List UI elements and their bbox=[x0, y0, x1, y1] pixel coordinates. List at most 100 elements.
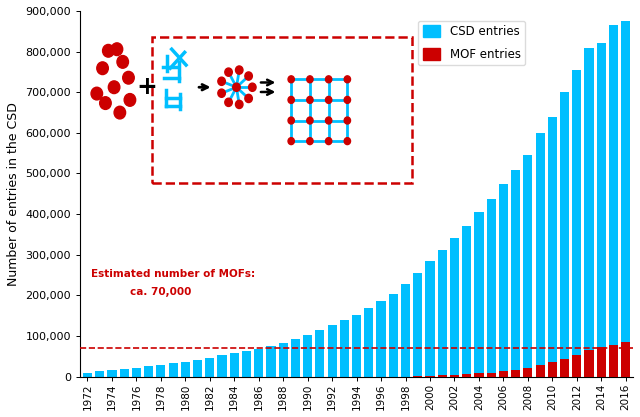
Text: ca. 70,000: ca. 70,000 bbox=[130, 287, 191, 297]
Y-axis label: Number of entries in the CSD: Number of entries in the CSD bbox=[7, 102, 20, 286]
Bar bbox=[462, 226, 471, 377]
Bar bbox=[511, 170, 520, 377]
Circle shape bbox=[117, 55, 129, 68]
Bar bbox=[278, 343, 288, 377]
Bar bbox=[536, 365, 545, 377]
Text: +: + bbox=[137, 75, 157, 99]
Circle shape bbox=[97, 62, 108, 75]
Bar bbox=[426, 376, 435, 377]
Bar bbox=[352, 315, 361, 377]
Bar bbox=[328, 325, 337, 377]
Bar bbox=[438, 250, 447, 377]
Bar bbox=[120, 369, 129, 377]
Circle shape bbox=[218, 89, 225, 97]
Bar bbox=[413, 274, 422, 377]
Bar bbox=[388, 294, 398, 377]
Bar bbox=[596, 43, 606, 377]
Bar bbox=[621, 342, 630, 377]
Circle shape bbox=[307, 96, 313, 103]
Circle shape bbox=[245, 72, 252, 80]
Circle shape bbox=[326, 117, 332, 124]
Bar bbox=[499, 183, 508, 377]
Circle shape bbox=[344, 117, 351, 124]
Circle shape bbox=[233, 83, 240, 91]
Bar bbox=[560, 359, 569, 377]
Bar bbox=[524, 368, 532, 377]
Bar bbox=[548, 117, 557, 377]
Circle shape bbox=[225, 68, 232, 76]
Circle shape bbox=[326, 96, 332, 103]
Bar bbox=[401, 284, 410, 377]
Bar bbox=[462, 374, 471, 377]
Bar bbox=[486, 198, 496, 377]
Bar bbox=[340, 320, 349, 377]
Bar bbox=[168, 363, 178, 377]
Bar bbox=[609, 345, 618, 377]
Bar bbox=[450, 375, 459, 377]
Bar bbox=[548, 362, 557, 377]
Legend: CSD entries, MOF entries: CSD entries, MOF entries bbox=[418, 20, 525, 65]
Bar bbox=[560, 92, 569, 377]
Bar bbox=[144, 367, 153, 377]
Circle shape bbox=[124, 93, 136, 106]
Circle shape bbox=[123, 71, 134, 84]
Bar bbox=[524, 155, 532, 377]
Bar bbox=[596, 347, 606, 377]
Circle shape bbox=[225, 98, 232, 106]
Bar bbox=[95, 371, 104, 377]
Bar bbox=[291, 339, 300, 377]
Circle shape bbox=[114, 106, 125, 119]
Bar bbox=[474, 373, 483, 377]
Bar bbox=[242, 352, 251, 377]
Bar bbox=[83, 372, 92, 377]
Bar bbox=[364, 308, 373, 377]
Circle shape bbox=[344, 138, 351, 145]
Bar bbox=[156, 365, 166, 377]
Circle shape bbox=[307, 138, 313, 145]
Bar bbox=[584, 48, 594, 377]
Bar bbox=[193, 359, 202, 377]
Circle shape bbox=[288, 138, 294, 145]
Circle shape bbox=[111, 43, 123, 55]
Bar bbox=[438, 375, 447, 377]
Circle shape bbox=[102, 45, 114, 57]
Circle shape bbox=[307, 76, 313, 83]
Bar bbox=[205, 357, 214, 377]
Bar bbox=[572, 70, 581, 377]
Text: Estimated number of MOFs:: Estimated number of MOFs: bbox=[92, 269, 255, 279]
Circle shape bbox=[326, 76, 332, 83]
Circle shape bbox=[344, 76, 351, 83]
Circle shape bbox=[108, 81, 120, 93]
Bar bbox=[499, 371, 508, 377]
Bar bbox=[218, 355, 227, 377]
Bar bbox=[376, 301, 386, 377]
Bar bbox=[316, 330, 324, 377]
Circle shape bbox=[218, 77, 225, 85]
Circle shape bbox=[288, 76, 294, 83]
Bar bbox=[254, 349, 263, 377]
Circle shape bbox=[344, 96, 351, 103]
Circle shape bbox=[100, 97, 111, 109]
Bar bbox=[536, 133, 545, 377]
Bar bbox=[486, 372, 496, 377]
Bar bbox=[621, 21, 630, 377]
Circle shape bbox=[288, 117, 294, 124]
Circle shape bbox=[248, 83, 256, 91]
Circle shape bbox=[91, 87, 102, 100]
Bar bbox=[584, 350, 594, 377]
Circle shape bbox=[245, 94, 252, 103]
Bar bbox=[572, 355, 581, 377]
Bar bbox=[426, 261, 435, 377]
Bar bbox=[609, 25, 618, 377]
Circle shape bbox=[326, 138, 332, 145]
Bar bbox=[303, 335, 312, 377]
Bar bbox=[230, 354, 239, 377]
Bar bbox=[180, 362, 190, 377]
Circle shape bbox=[288, 96, 294, 103]
Bar bbox=[266, 346, 276, 377]
Circle shape bbox=[307, 117, 313, 124]
Bar bbox=[108, 370, 116, 377]
Bar bbox=[152, 37, 412, 183]
Circle shape bbox=[236, 66, 243, 74]
Bar bbox=[474, 213, 483, 377]
